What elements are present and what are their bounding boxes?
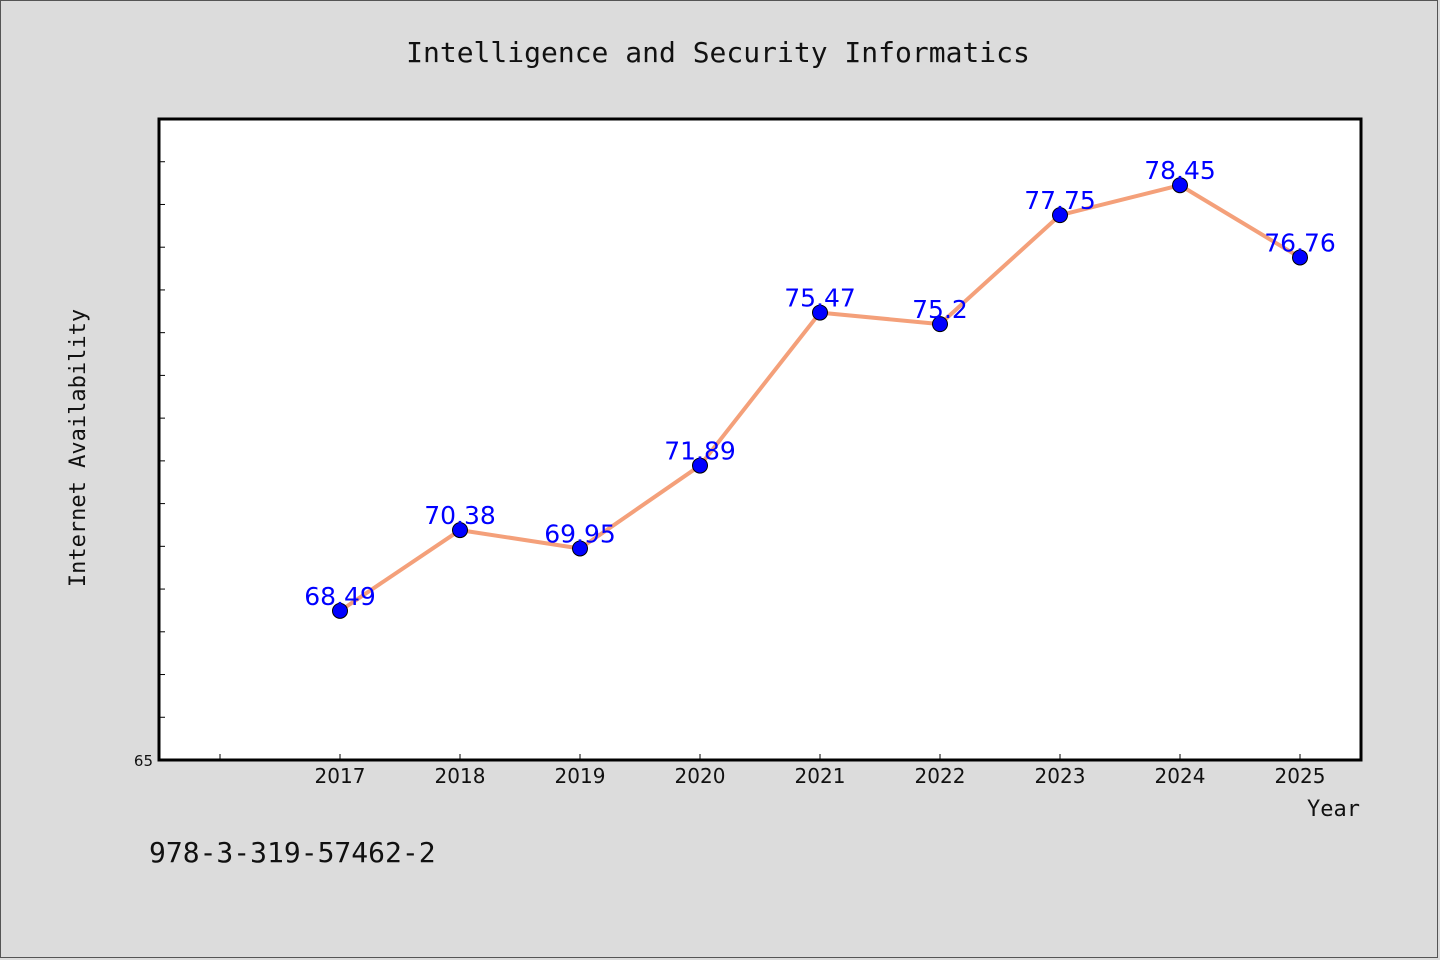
plot-area — [157, 117, 1363, 762]
x-tick-labels: 2017 2018 2019 2020 2021 2022 2023 2024 2025 — [315, 764, 1326, 788]
data-label: 70.38 — [424, 501, 496, 530]
data-point — [932, 316, 948, 333]
x-tick-label: 2018 — [435, 764, 486, 788]
isbn-text: 978-3-319-57462-2 — [149, 836, 436, 869]
data-point — [572, 540, 588, 557]
data-label: 69.95 — [544, 519, 616, 548]
x-tick-label: 2025 — [1275, 764, 1326, 788]
data-point — [452, 522, 468, 539]
data-label: 75.47 — [784, 284, 856, 313]
data-point — [1172, 177, 1188, 194]
data-label: 68.49 — [304, 582, 376, 611]
x-tick-label: 2021 — [795, 764, 846, 788]
series-line-group — [332, 177, 1308, 619]
chart-title: Intelligence and Security Informatics — [406, 36, 1030, 69]
data-point — [1052, 207, 1068, 224]
data-label: 75.2 — [912, 295, 968, 324]
x-axis-label: Year — [1307, 797, 1360, 822]
data-label: 76.76 — [1264, 228, 1336, 257]
data-point — [1292, 249, 1308, 266]
y-axis-ticks — [159, 161, 165, 761]
y-axis-label: Internet Availability — [66, 309, 91, 587]
data-label: 71.89 — [664, 437, 736, 466]
data-label: 78.45 — [1144, 156, 1216, 185]
x-tick-label: 2022 — [915, 764, 966, 788]
x-tick-label: 2020 — [675, 764, 726, 788]
x-tick-label: 2024 — [1155, 764, 1206, 788]
data-point — [812, 304, 828, 321]
data-labels: 68.49 70.38 69.95 71.89 75.47 75.2 77.75 78.45 7… — [304, 156, 1336, 611]
data-point — [332, 602, 348, 619]
data-point — [692, 457, 708, 474]
x-tick-label: 2019 — [555, 764, 606, 788]
data-label: 77.75 — [1024, 186, 1096, 215]
x-axis-ticks — [219, 754, 1301, 760]
y-tick-label: 65 — [134, 752, 153, 770]
x-tick-label: 2017 — [315, 764, 366, 788]
x-tick-label: 2023 — [1035, 764, 1086, 788]
